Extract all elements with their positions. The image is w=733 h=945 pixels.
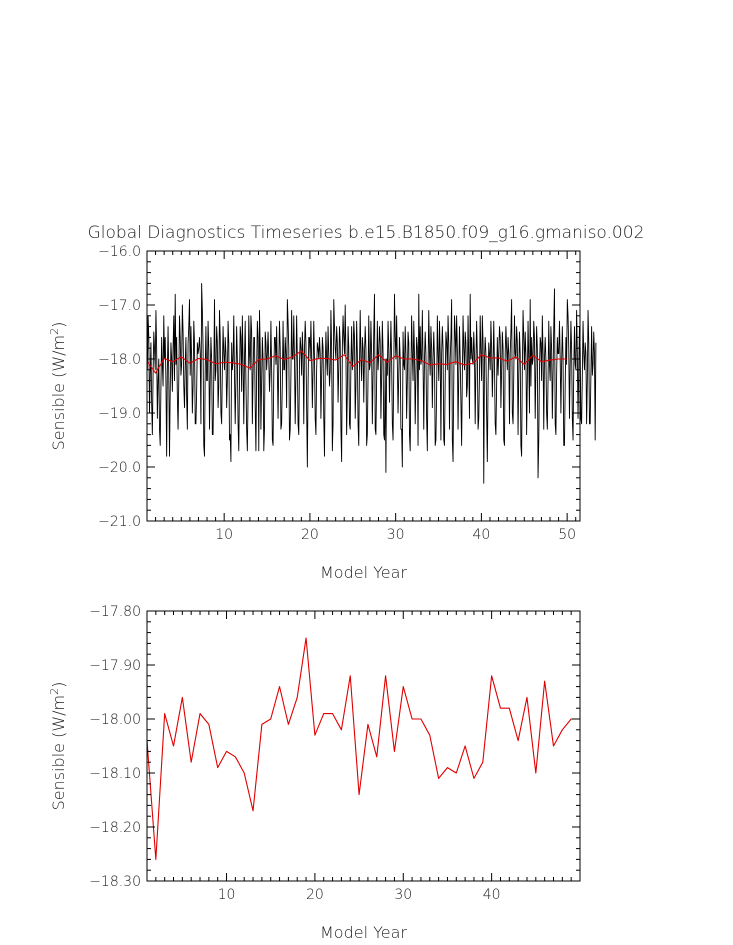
y-tick-label: −20.0 bbox=[98, 460, 141, 476]
plot-frame-top bbox=[146, 250, 581, 522]
y-axis-label-bottom: Sensible (W/m2) bbox=[48, 682, 69, 811]
series-line-annual bbox=[146, 637, 580, 860]
y-tick-label: −17.80 bbox=[89, 604, 141, 620]
x-tick-label: 20 bbox=[306, 887, 324, 903]
y-tick-label: −16.0 bbox=[98, 244, 141, 260]
y-tick-label: −18.00 bbox=[89, 712, 141, 728]
plot-frame-bottom bbox=[146, 610, 581, 882]
panel-bottom-annual-mean: 10 20 30 40 −18.30 −18.20 −18.10 −18.00 −17.90 −1… bbox=[48, 604, 581, 942]
y-tick-label: −18.30 bbox=[89, 874, 141, 890]
y-tick-label: −18.20 bbox=[89, 820, 141, 836]
x-tick-label: 20 bbox=[301, 527, 319, 543]
y-axis-label-top: Sensible (W/m2) bbox=[48, 322, 69, 451]
y-tick-label: −18.0 bbox=[98, 352, 141, 368]
series-line-annual bbox=[146, 350, 568, 374]
x-tick-label: 50 bbox=[558, 527, 576, 543]
y-tick-label: −21.0 bbox=[98, 514, 141, 530]
x-tick-label: 10 bbox=[218, 887, 236, 903]
x-tick-label: 40 bbox=[483, 887, 501, 903]
x-tick-label: 30 bbox=[394, 887, 412, 903]
y-tick-label: −17.90 bbox=[89, 658, 141, 674]
y-tick-label: −19.0 bbox=[98, 406, 141, 422]
x-tick-label: 40 bbox=[472, 527, 490, 543]
x-axis-label-bottom: Model Year bbox=[320, 923, 407, 942]
panel-top-timeseries: 10 20 30 40 50 −21.0 −20.0 −19.0 −18.0 −17.0 −16.0… bbox=[48, 244, 597, 582]
chart-title: Global Diagnostics Timeseries b.e15.B185… bbox=[88, 223, 645, 243]
x-tick-label: 30 bbox=[387, 527, 405, 543]
series-line-monthly bbox=[146, 282, 597, 484]
y-tick-label: −17.0 bbox=[98, 298, 141, 314]
x-axis-label-top: Model Year bbox=[320, 563, 407, 582]
x-tick-label: 10 bbox=[215, 527, 233, 543]
y-tick-label: −18.10 bbox=[89, 766, 141, 782]
